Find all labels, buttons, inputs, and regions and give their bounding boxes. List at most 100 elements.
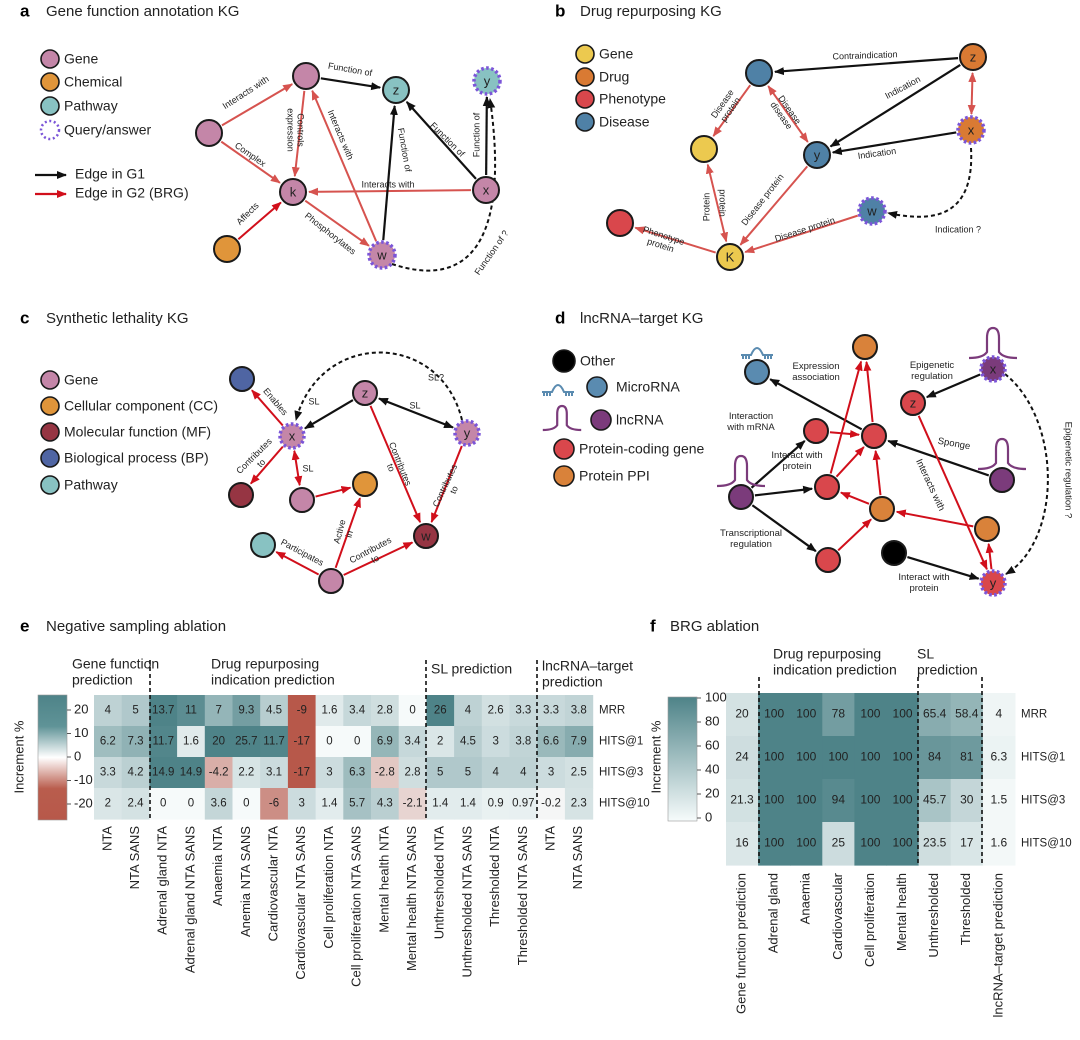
heatmap-cell-value: 3.3 — [515, 705, 531, 717]
heatmap-cell-value: -6 — [269, 798, 279, 810]
heatmap-cell-fill — [260, 726, 289, 758]
node-x[interactable]: x — [278, 422, 306, 450]
lncrna-stem-loop-icon — [977, 437, 1027, 471]
heatmap-column-label: lncRNA–target prediction — [990, 873, 1005, 1018]
edge-lnc1-to-n1 — [750, 440, 806, 489]
heatmap-cell: 3.6 — [204, 788, 234, 820]
heatmap-cell-value: 81 — [960, 750, 974, 764]
heatmap-cell-value: 5 — [437, 767, 443, 779]
node-lnc1[interactable] — [728, 484, 754, 510]
edge-label-line: Contraindication — [832, 49, 897, 61]
node-oth[interactable] — [881, 540, 907, 566]
node-g1[interactable] — [690, 135, 718, 163]
edge-label-line: to — [448, 484, 460, 495]
edge-n1-to-n2 — [829, 429, 861, 438]
node-g1[interactable] — [292, 62, 320, 90]
heatmap-group-header: lncRNA–target — [542, 658, 633, 674]
heatmap-column-label: NTA SANS — [127, 826, 142, 890]
node-pw[interactable] — [250, 532, 276, 558]
heatmap-cell-value: -0.2 — [541, 798, 561, 810]
heatmap-group-header: prediction — [72, 672, 133, 688]
node-ch[interactable] — [213, 235, 241, 263]
node-w[interactable]: w — [413, 523, 439, 549]
node-mir[interactable] — [744, 359, 770, 385]
node-z[interactable]: z — [382, 76, 410, 104]
edge-legend-label: Edge in G1 — [75, 166, 145, 182]
heatmap-cell-value: 3 — [492, 736, 498, 748]
node-cc[interactable] — [352, 471, 378, 497]
node-y[interactable]: y — [979, 569, 1007, 597]
node-x[interactable]: x — [956, 115, 986, 145]
node-n3[interactable] — [814, 474, 840, 500]
node-z[interactable]: z — [959, 43, 987, 71]
query-node-circle — [956, 115, 986, 145]
heatmap-cell-fill — [982, 822, 1016, 866]
node-n4[interactable] — [869, 496, 895, 522]
node-w[interactable]: w — [857, 196, 887, 226]
heatmap-cell-value: 2.5 — [571, 767, 587, 779]
node-ppiT[interactable] — [852, 334, 878, 360]
heatmap-column-label: Unthresholded — [926, 873, 941, 958]
panel-a-graph: z y k x w Interacts with Function of Controlsex… — [195, 61, 511, 277]
node-circle — [728, 484, 754, 510]
node-circle — [900, 390, 926, 416]
edge-z-to-y — [378, 397, 454, 429]
node-ph[interactable] — [606, 209, 634, 237]
node-lnc2[interactable] — [989, 467, 1015, 493]
node-K[interactable]: K — [716, 243, 744, 271]
legend-swatch — [40, 396, 60, 416]
node-k[interactable]: k — [279, 178, 307, 206]
node-n5[interactable] — [815, 547, 841, 573]
node-g0[interactable] — [195, 119, 223, 147]
node-g2[interactable] — [289, 487, 315, 513]
legend-swatch — [553, 465, 575, 487]
node-circle — [716, 243, 744, 271]
heatmap-cell-fill — [564, 726, 594, 758]
heatmap-cell: 100 — [758, 822, 791, 866]
panel-letter: b — [555, 1, 565, 20]
heatmap-cell-fill — [121, 757, 150, 789]
node-x[interactable]: x — [979, 355, 1007, 383]
heatmap-cell-fill — [454, 695, 483, 727]
node-g3[interactable] — [318, 568, 344, 594]
edge-label-line: Function of — [396, 127, 414, 173]
edge-lnc1-to-n3 — [754, 485, 814, 497]
heatmap-cell-fill — [726, 779, 759, 823]
colorbar-tick-label: 100 — [705, 689, 727, 704]
node-n1[interactable] — [803, 418, 829, 444]
heatmap-cell: 25 — [822, 822, 855, 866]
edge-label: Function of — [327, 61, 373, 79]
node-n2[interactable] — [861, 423, 887, 449]
edge-label-line: protein — [718, 189, 728, 217]
node-w[interactable]: w — [367, 240, 397, 270]
edge-z-to-x — [967, 71, 977, 116]
node-y[interactable]: y — [472, 66, 502, 96]
heatmap-cell-fill — [854, 693, 888, 737]
colorbar-tick-label: 0 — [705, 809, 712, 824]
node-d1[interactable] — [745, 59, 773, 87]
node-ppiR[interactable] — [974, 516, 1000, 542]
query-node-circle — [453, 419, 481, 447]
heatmap-cell-fill — [454, 788, 483, 820]
edge-label-line: Contributes — [348, 535, 394, 566]
heatmap-cell: 5 — [426, 757, 455, 789]
node-mf[interactable] — [228, 482, 254, 508]
heatmap-cell-fill — [398, 726, 427, 758]
edge-label: Disease protein — [774, 215, 837, 244]
heatmap-cell: 1.6 — [982, 822, 1016, 866]
node-bp[interactable] — [229, 366, 255, 392]
node-z[interactable]: z — [352, 380, 378, 406]
edge-legend-label: Edge in G2 (BRG) — [75, 185, 189, 201]
node-x[interactable]: x — [472, 176, 500, 204]
heatmap-cell: 4.2 — [121, 757, 150, 789]
heatmap-cell-value: 100 — [893, 793, 913, 807]
heatmap-cell: 30 — [950, 779, 984, 823]
node-y[interactable]: y — [453, 419, 481, 447]
node-z[interactable]: z — [900, 390, 926, 416]
legend-label: Biological process (BP) — [64, 450, 209, 466]
node-y[interactable]: y — [803, 141, 831, 169]
